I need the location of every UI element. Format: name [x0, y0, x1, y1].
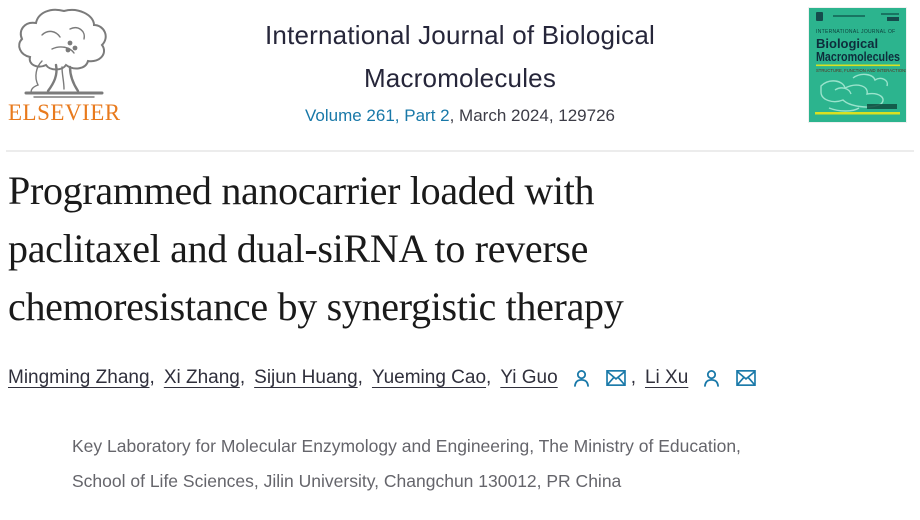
affiliation-line1: Key Laboratory for Molecular Enzymology …: [72, 436, 741, 456]
author-list: Mingming Zhang, Xi Zhang, Sijun Huang, Y…: [8, 367, 912, 389]
issue-info: , March 2024, 129726: [449, 106, 615, 125]
author-sijun-huang[interactable]: Sijun Huang: [254, 367, 358, 388]
author-separator: ,: [357, 367, 363, 388]
journal-cover-image: INTERNATIONAL JOURNAL OF Biological Macr…: [809, 8, 908, 122]
author-separator: ,: [486, 367, 492, 388]
elsevier-logo[interactable]: ELSEVIER: [8, 5, 120, 126]
journal-title-line2: Macromolecules: [363, 63, 557, 93]
author-yi-guo[interactable]: Yi Guo: [500, 367, 558, 388]
header-divider: [6, 150, 914, 152]
author-yueming-cao[interactable]: Yueming Cao: [371, 367, 487, 388]
author-separator: ,: [149, 367, 155, 388]
article-title: Programmed nanocarrier loaded with pacli…: [8, 162, 912, 336]
volume-link[interactable]: Volume 261, Part 2: [305, 106, 450, 125]
author-mingming-zhang[interactable]: Mingming Zhang: [8, 367, 150, 388]
article-block: Programmed nanocarrier loaded with pacli…: [8, 162, 912, 499]
email-envelope-icon[interactable]: [605, 367, 627, 389]
affiliation: Key Laboratory for Molecular Enzymology …: [8, 429, 912, 499]
affiliation-line2: School of Life Sciences, Jilin Universit…: [72, 471, 622, 491]
journal-header: ELSEVIER International Journal of Biolog…: [0, 0, 920, 150]
email-envelope-icon[interactable]: [735, 367, 757, 389]
author-li-xu[interactable]: Li Xu: [644, 367, 689, 388]
person-icon[interactable]: [701, 368, 722, 389]
cover-kicker: INTERNATIONAL JOURNAL OF: [816, 29, 896, 35]
journal-title-line1: International Journal of Biological: [264, 20, 656, 50]
author-separator: ,: [630, 367, 636, 388]
person-icon[interactable]: [571, 368, 592, 389]
volume-line: Volume 261, Part 2, March 2024, 129726: [130, 106, 790, 126]
journal-cover-thumbnail[interactable]: INTERNATIONAL JOURNAL OF Biological Macr…: [809, 8, 908, 122]
article-title-line3: chemoresistance by synergistic therapy: [8, 284, 624, 329]
author-xi-zhang[interactable]: Xi Zhang: [163, 367, 240, 388]
journal-meta: International Journal of Biological Macr…: [130, 14, 790, 126]
author-separator: ,: [239, 367, 246, 388]
cover-subtitle: STRUCTURE, FUNCTION AND INTERACTIONS: [816, 68, 906, 73]
elsevier-tree-icon: [18, 8, 107, 98]
cover-title-line1: Biological: [816, 36, 878, 51]
article-title-line1: Programmed nanocarrier loaded with: [8, 168, 595, 213]
publisher-name: ELSEVIER: [8, 100, 121, 125]
journal-title: International Journal of Biological Macr…: [130, 14, 790, 100]
article-title-line2: paclitaxel and dual-siRNA to reverse: [8, 226, 589, 271]
cover-title-line2: Macromolecules: [816, 49, 900, 64]
